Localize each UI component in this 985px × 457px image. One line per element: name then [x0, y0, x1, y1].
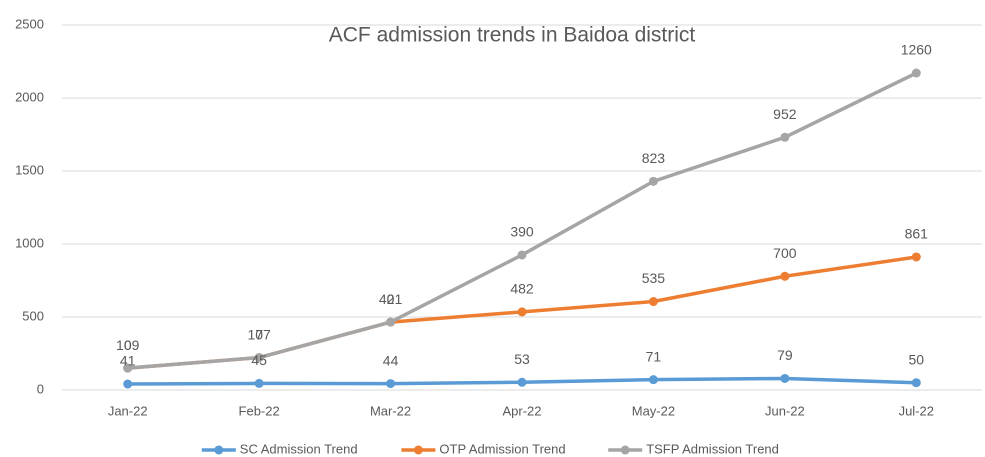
data-label: 482: [510, 281, 534, 297]
data-label: 50: [908, 351, 924, 367]
y-tick-label: 2500: [15, 16, 44, 31]
data-point: [517, 250, 527, 260]
legend-label: OTP Admission Trend: [439, 441, 565, 456]
x-tick-label: Jun-22: [765, 403, 805, 418]
data-label: 44: [383, 352, 399, 368]
data-label: 861: [905, 226, 929, 242]
data-label: 823: [642, 150, 666, 166]
data-label: 390: [510, 224, 534, 240]
data-label: 421: [379, 291, 403, 307]
data-point: [123, 379, 133, 389]
data-point: [780, 132, 790, 142]
data-label: 53: [514, 351, 530, 367]
data-label: 71: [646, 348, 662, 364]
data-label: 41: [120, 353, 136, 369]
data-point: [254, 353, 264, 363]
x-tick-label: Feb-22: [239, 403, 280, 418]
chart-title: ACF admission trends in Baidoa district: [329, 24, 696, 47]
legend-label: TSFP Admission Trend: [646, 441, 779, 456]
data-point: [911, 378, 921, 388]
data-point: [386, 317, 396, 327]
data-point: [123, 363, 133, 373]
series-line: [127, 71, 918, 370]
legend-swatch-dot: [413, 445, 423, 455]
y-tick-label: 2000: [15, 89, 44, 104]
legend-swatch-dot: [620, 445, 630, 455]
data-label: 177: [247, 326, 271, 342]
y-tick-label: 1500: [15, 162, 44, 177]
data-label: 79: [777, 347, 793, 363]
data-label: 0: [124, 337, 132, 353]
data-point: [911, 68, 921, 78]
data-label: 1260: [901, 42, 932, 58]
data-label: 952: [773, 106, 797, 122]
data-label: 0: [387, 291, 395, 307]
data-label: 0: [255, 326, 263, 342]
data-point: [648, 297, 658, 307]
x-tick-label: Apr-22: [502, 403, 541, 418]
data-point: [780, 271, 790, 281]
x-tick-label: Jul-22: [899, 403, 934, 418]
data-label: 45: [251, 352, 267, 368]
y-tick-label: 500: [22, 308, 44, 323]
legend-swatch-dot: [214, 445, 224, 455]
data-label: 109: [116, 337, 140, 353]
data-point: [517, 377, 527, 387]
data-point: [648, 176, 658, 186]
y-tick-label: 0: [37, 381, 44, 396]
data-point: [517, 307, 527, 317]
data-label: 700: [773, 245, 797, 261]
x-tick-label: Jan-22: [108, 403, 148, 418]
data-point: [386, 379, 396, 389]
data-point: [911, 252, 921, 262]
data-label: 535: [642, 270, 666, 286]
x-tick-label: Mar-22: [370, 403, 411, 418]
legend-label: SC Admission Trend: [240, 441, 358, 456]
data-point: [780, 373, 790, 383]
y-tick-label: 1000: [15, 235, 44, 250]
data-point: [648, 375, 658, 385]
data-point: [254, 378, 264, 388]
legend: SC Admission Trend OTP Admission Trend TSF…: [201, 441, 779, 456]
x-tick-label: May-22: [632, 403, 675, 418]
